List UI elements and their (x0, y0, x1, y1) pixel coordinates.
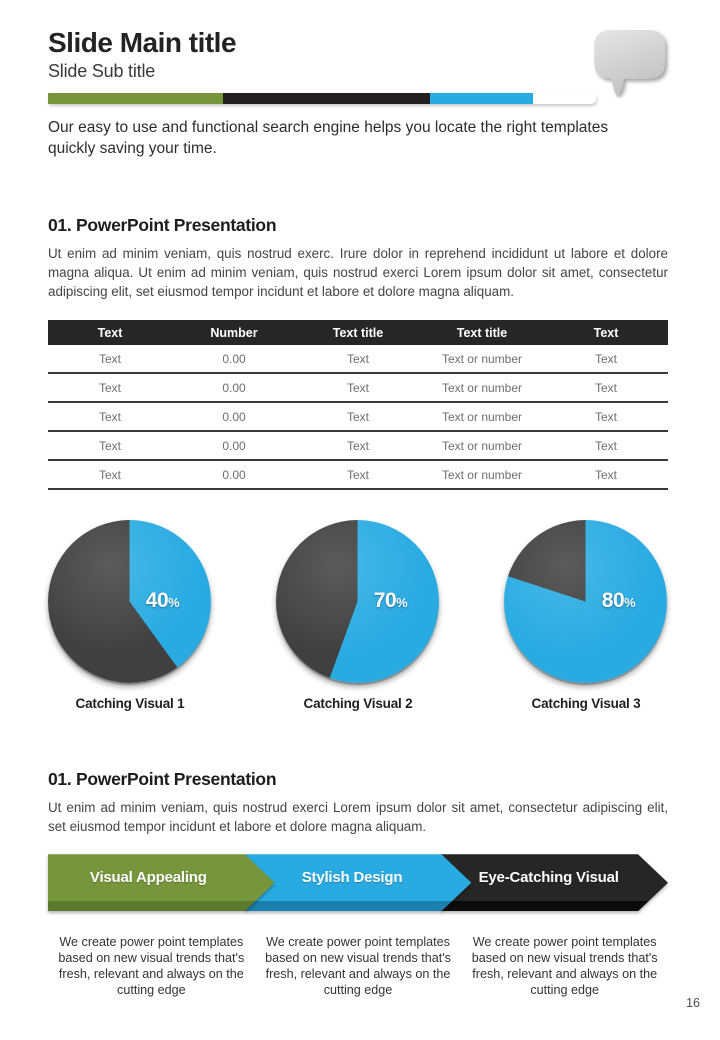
process-arrow-2: Stylish Design (245, 854, 472, 911)
bar-segment-white (533, 93, 596, 105)
table-cell: Text or number (420, 431, 544, 462)
section-2-heading: 01. PowerPoint Presentation (48, 769, 277, 790)
pie-value-number: 40 (145, 588, 169, 612)
table-row: Text 0.00 Text Text or number Text (48, 373, 668, 404)
feature-column-1: We create power point templates based on… (48, 935, 255, 998)
section-2: 01. PowerPoint Presentation Ut enim ad m… (48, 769, 668, 999)
table-cell: 0.00 (172, 402, 296, 433)
speech-bubble-icon (594, 30, 666, 97)
pie-value-number: 70 (373, 588, 397, 612)
process-arrow-label: Eye-Catching Visual (478, 869, 619, 887)
pie-value-label: 40% (146, 589, 180, 613)
intro-text: Our easy to use and functional search en… (48, 119, 609, 157)
pie-value-label: 70% (374, 589, 408, 613)
table-cell: Text (48, 402, 172, 433)
table-cell: Text (296, 373, 420, 404)
process-arrow-label: Stylish Design (301, 869, 403, 887)
table-cell: Text or number (420, 402, 544, 433)
feature-column-row: We create power point templates based on… (48, 935, 668, 998)
table-cell: Text (48, 373, 172, 404)
feature-column-text: We create power point templates based on… (58, 935, 245, 997)
pie-graphic-2: 70% (276, 520, 439, 684)
table-cell: Text (544, 460, 668, 491)
pie-percent-sign: % (624, 594, 636, 610)
feature-column-2: We create power point templates based on… (255, 935, 462, 998)
table-cell: Text (48, 345, 172, 375)
table-cell: 0.00 (172, 345, 296, 375)
pie-graphic-3: 80% (504, 520, 667, 684)
table-cell: Text (544, 345, 668, 375)
table-cell: Text (296, 345, 420, 375)
process-arrow-shape-3: Eye-Catching Visual (441, 854, 668, 911)
pie-chart-3: 80% Catching Visual 3 (504, 520, 668, 711)
table-cell: Text or number (420, 345, 544, 375)
table-header-cell: Text (48, 320, 172, 346)
table-cell: Text (296, 431, 420, 462)
feature-column-3: We create power point templates based on… (461, 935, 668, 998)
accent-bar (48, 93, 596, 105)
table-row: Text 0.00 Text Text or number Text (48, 402, 668, 433)
table-cell: Text (544, 431, 668, 462)
process-arrow-3: Eye-Catching Visual (441, 854, 668, 911)
pie-chart-1: 40% Catching Visual 1 (48, 520, 212, 711)
table-header-cell: Text title (420, 320, 544, 346)
pie-value-label: 80% (602, 589, 636, 613)
pie-percent-sign: % (168, 594, 180, 610)
section-1: 01. PowerPoint Presentation Ut enim ad m… (48, 215, 668, 491)
process-arrow-label: Visual Appealing (89, 869, 207, 887)
bar-segment-black (223, 93, 430, 105)
table-header-cell: Number (172, 320, 296, 346)
table-header-cell: Text title (296, 320, 420, 346)
table-row: Text 0.00 Text Text or number Text (48, 460, 668, 491)
feature-column-text: We create power point templates based on… (265, 935, 451, 997)
table-cell: 0.00 (172, 460, 296, 491)
table-header-row: Text Number Text title Text title Text (48, 320, 668, 346)
pie-percent-sign: % (396, 594, 408, 610)
pie-value-number: 80 (601, 588, 625, 612)
data-table: Text Number Text title Text title Text Text 0… (48, 320, 668, 491)
slide-subtitle: Slide Sub title (48, 61, 156, 82)
table-cell: Text (544, 402, 668, 433)
pie-chart-2: 70% Catching Visual 2 (276, 520, 440, 711)
table-cell: 0.00 (172, 431, 296, 462)
pie-chart-row: 40% Catching Visual 1 70% Catching Visual 2… (48, 520, 668, 711)
section-1-heading: 01. PowerPoint Presentation (48, 215, 277, 236)
table-header-cell: Text (544, 320, 668, 346)
page-number: 16 (686, 996, 700, 1010)
pie-caption-1: Catching Visual 1 (75, 696, 185, 712)
table-cell: Text (296, 402, 420, 433)
table-row: Text 0.00 Text Text or number Text (48, 431, 668, 462)
table-cell: Text (48, 460, 172, 491)
pie-caption-2: Catching Visual 2 (303, 696, 413, 712)
table-cell: Text (296, 460, 420, 491)
section-2-body: Ut enim ad minim veniam, quis nostrud ex… (48, 800, 668, 835)
section-1-body: Ut enim ad minim veniam, quis nostrud ex… (48, 246, 668, 300)
bar-segment-blue (430, 93, 533, 105)
slide-title: Slide Main title (48, 27, 237, 58)
bar-segment-green (48, 93, 223, 105)
pie-graphic-1: 40% (48, 520, 211, 684)
table-cell: Text or number (420, 373, 544, 404)
process-arrow-row: Visual Appealing Stylish Design Eye-Catchi… (48, 854, 668, 911)
process-arrow-shape-2: Stylish Design (245, 854, 472, 911)
feature-column-text: We create power point templates based on… (471, 935, 658, 997)
table-cell: 0.00 (172, 373, 296, 404)
pie-caption-3: Catching Visual 3 (531, 696, 641, 712)
table-cell: Text (48, 431, 172, 462)
table-row: Text 0.00 Text Text or number Text (48, 345, 668, 375)
process-arrow-shape-1: Visual Appealing (48, 854, 275, 911)
process-arrow-1: Visual Appealing (48, 854, 275, 911)
table-cell: Text or number (420, 460, 544, 491)
table-cell: Text (544, 373, 668, 404)
